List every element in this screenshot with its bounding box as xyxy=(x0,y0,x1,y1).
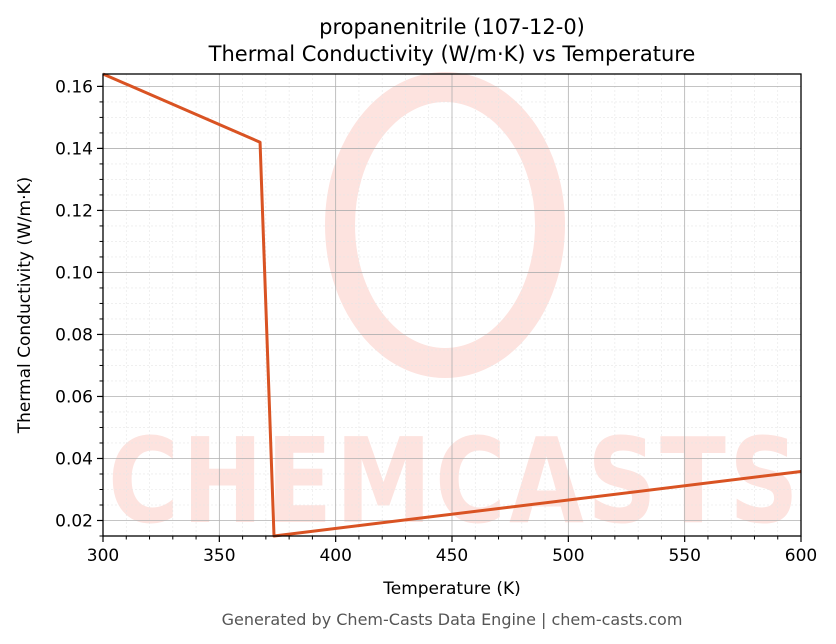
x-axis: 300 350 400 450 500 550 600 xyxy=(87,536,817,566)
y-axis: 0.02 0.04 0.06 0.08 0.10 0.12 0.14 0.16 xyxy=(55,77,103,537)
y-tick-label: 0.12 xyxy=(55,201,93,221)
y-axis-label: Thermal Conductivity (W/m·K) xyxy=(15,177,35,435)
y-tick-label: 0.04 xyxy=(55,449,93,469)
y-tick-label: 0.16 xyxy=(55,77,93,97)
x-tick-label: 600 xyxy=(785,546,817,566)
x-tick-label: 350 xyxy=(203,546,235,566)
footer-credit: Generated by Chem-Casts Data Engine | ch… xyxy=(222,610,683,629)
chart-title-line1: propanenitrile (107-12-0) xyxy=(319,15,585,39)
watermark: CHEMCASTS xyxy=(108,72,802,550)
x-tick-label: 500 xyxy=(552,546,584,566)
x-tick-label: 400 xyxy=(319,546,351,566)
y-tick-label: 0.06 xyxy=(55,387,93,407)
y-tick-label: 0.02 xyxy=(55,511,93,531)
chart-title-line2: Thermal Conductivity (W/m·K) vs Temperat… xyxy=(208,42,696,66)
x-tick-label: 550 xyxy=(668,546,700,566)
watermark-logo-icon xyxy=(325,72,565,378)
watermark-text: CHEMCASTS xyxy=(108,412,802,550)
series-layer xyxy=(102,72,802,538)
x-tick-label: 450 xyxy=(436,546,468,566)
x-tick-label: 300 xyxy=(87,546,119,566)
y-tick-label: 0.10 xyxy=(55,263,93,283)
series-line xyxy=(102,72,802,538)
x-axis-label: Temperature (K) xyxy=(382,579,521,599)
y-tick-label: 0.14 xyxy=(55,139,93,159)
y-tick-label: 0.08 xyxy=(55,325,93,345)
